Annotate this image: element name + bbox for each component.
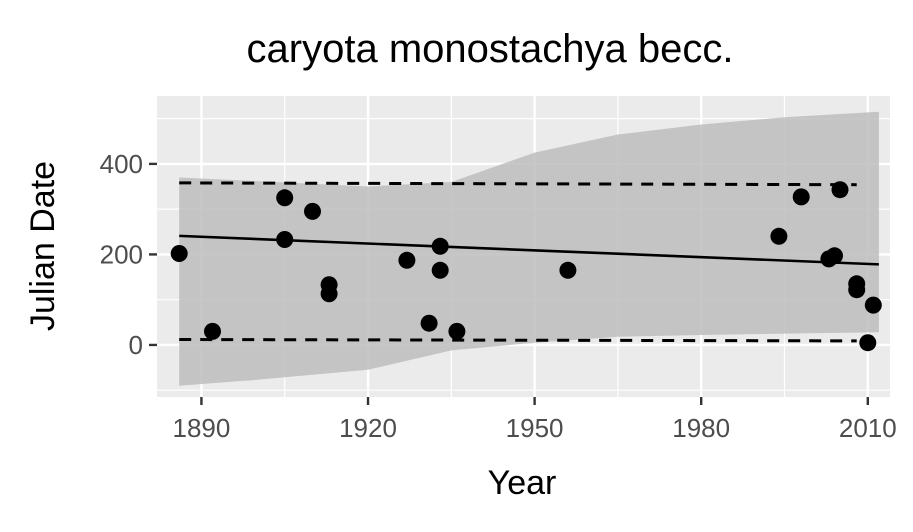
data-point	[431, 261, 449, 279]
y-tick-label: 200	[100, 239, 143, 269]
data-point	[826, 247, 843, 265]
x-tick-label: 1950	[506, 413, 564, 443]
x-axis-title: Year	[488, 464, 557, 502]
trend-line	[179, 234, 879, 266]
y-tick-label: 0	[129, 330, 143, 360]
data-point	[770, 227, 788, 245]
x-axis: 1890 1920 1950 1980 2010	[173, 397, 897, 443]
y-axis: 0 200 400	[100, 149, 157, 360]
y-tick-label: 400	[100, 149, 143, 179]
data-point	[204, 322, 221, 340]
plot-panel	[157, 96, 890, 397]
data-point	[170, 245, 188, 262]
data-point	[276, 231, 294, 248]
data-point	[420, 314, 438, 332]
data-point	[304, 202, 321, 220]
data-point	[320, 285, 338, 303]
data-point	[431, 237, 449, 255]
data-point	[559, 261, 577, 279]
chart-title: caryota monostachya becc.	[247, 27, 734, 71]
lower-bound-dashed-line	[179, 338, 857, 343]
x-tick-label: 1920	[339, 413, 397, 443]
x-tick-label: 1890	[173, 413, 231, 443]
data-point	[792, 188, 810, 206]
data-point	[276, 189, 294, 207]
data-point	[848, 281, 866, 299]
x-tick-label: 2010	[839, 413, 897, 443]
x-tick-label: 1980	[672, 413, 730, 443]
data-point	[398, 251, 416, 269]
data-point	[448, 322, 466, 340]
data-point	[831, 181, 849, 199]
confidence-band	[179, 111, 879, 386]
upper-bound-dashed-line	[179, 181, 857, 187]
y-axis-title: Julian Date	[24, 161, 62, 331]
data-point	[859, 334, 877, 352]
data-point	[864, 296, 882, 314]
